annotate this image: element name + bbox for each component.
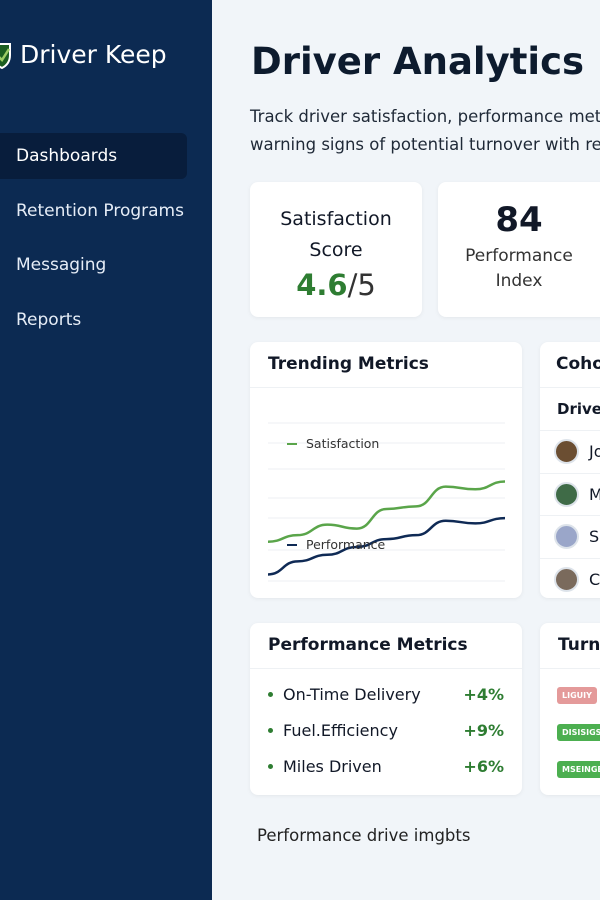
bullet-icon <box>268 763 273 769</box>
driver-row[interactable]: Jo <box>540 430 600 473</box>
sidebar-item-reports[interactable]: Reports <box>16 309 82 330</box>
stat-label: Score <box>309 239 363 261</box>
turnover-badge: DISISIGS <box>557 724 600 741</box>
metric-label: Miles Driven <box>283 756 382 776</box>
page-description: Track driver satisfaction, performance m… <box>250 103 600 159</box>
series-line-satisfaction <box>267 480 506 543</box>
metric-row: On-Time Delivery +4% <box>250 676 522 712</box>
driver-name: Si <box>589 527 600 547</box>
brand-name: Driver Keep <box>20 40 167 69</box>
legend-label: Satisfaction <box>306 436 379 451</box>
description-line: warning signs of potential turnover with… <box>250 135 600 154</box>
card-title: Coho <box>540 342 600 388</box>
avatar <box>554 524 579 550</box>
metric-row: Miles Driven +6% <box>250 748 522 784</box>
legend-label: Performance <box>306 537 386 552</box>
stat-label: Satisfaction <box>280 208 392 230</box>
performance-metrics-card: Performance Metrics On-Time Delivery +4% F… <box>250 623 522 795</box>
turnover-card: Turn LIGUIY DISISIGS MSEINGE <box>540 623 600 795</box>
satisfaction-suffix: /5 <box>347 268 376 302</box>
metric-change: +9% <box>463 720 504 740</box>
performance-index-card: 84 Performance Index <box>438 182 600 317</box>
driver-row[interactable]: Ca <box>540 557 600 599</box>
driver-row[interactable]: M <box>540 472 600 516</box>
metric-label: On-Time Delivery <box>283 684 421 704</box>
bullet-icon <box>268 727 273 733</box>
metric-change: +6% <box>463 756 504 776</box>
stat-label: Performance <box>465 246 573 266</box>
driver-name: Jo <box>589 442 600 462</box>
bullet-icon <box>268 691 273 697</box>
metric-label: Fuel.Efficiency <box>283 720 398 740</box>
trending-metrics-card: Trending Metrics Satisfaction Performance <box>250 342 522 598</box>
avatar <box>554 439 579 465</box>
series-line-performance <box>267 516 506 576</box>
sidebar: Driver Keep Dashboards Retention Program… <box>0 0 212 900</box>
sidebar-item-retention-programs[interactable]: Retention Programs <box>16 200 184 221</box>
sidebar-nav: Dashboards Retention Programs Messaging … <box>0 133 212 351</box>
turnover-badge: MSEINGE <box>557 761 600 778</box>
metric-change: +4% <box>463 684 504 704</box>
satisfaction-value: 4.6 <box>296 268 348 302</box>
driver-name: M <box>589 484 600 504</box>
avatar <box>554 481 579 507</box>
performance-index-value: 84 <box>495 200 543 240</box>
avatar <box>554 566 579 592</box>
satisfaction-score-card: Satisfaction Score 4.6/5 <box>250 182 422 317</box>
cohort-card: Coho Driver Jo M Si Ca <box>540 342 600 598</box>
trending-chart: Satisfaction Performance <box>267 422 506 582</box>
page-title: Driver Analytics <box>251 40 585 83</box>
column-header-driver: Driver <box>557 400 600 418</box>
driver-name: Ca <box>589 569 600 589</box>
card-title: Trending Metrics <box>250 342 522 388</box>
brand-logo[interactable]: Driver Keep <box>0 40 167 69</box>
stat-label: Index <box>495 271 543 291</box>
sidebar-item-dashboards[interactable]: Dashboards <box>0 133 187 179</box>
driver-row[interactable]: Si <box>540 515 600 558</box>
card-title: Turn <box>540 623 600 669</box>
shield-check-icon <box>0 42 11 69</box>
card-title: Performance Metrics <box>250 623 522 669</box>
metric-row: Fuel.Efficiency +9% <box>250 712 522 748</box>
turnover-badge: LIGUIY <box>557 687 597 704</box>
footer-text: Performance drive imgbts <box>257 826 471 845</box>
description-line: Track driver satisfaction, performance m… <box>250 107 600 126</box>
sidebar-item-messaging[interactable]: Messaging <box>16 255 107 275</box>
